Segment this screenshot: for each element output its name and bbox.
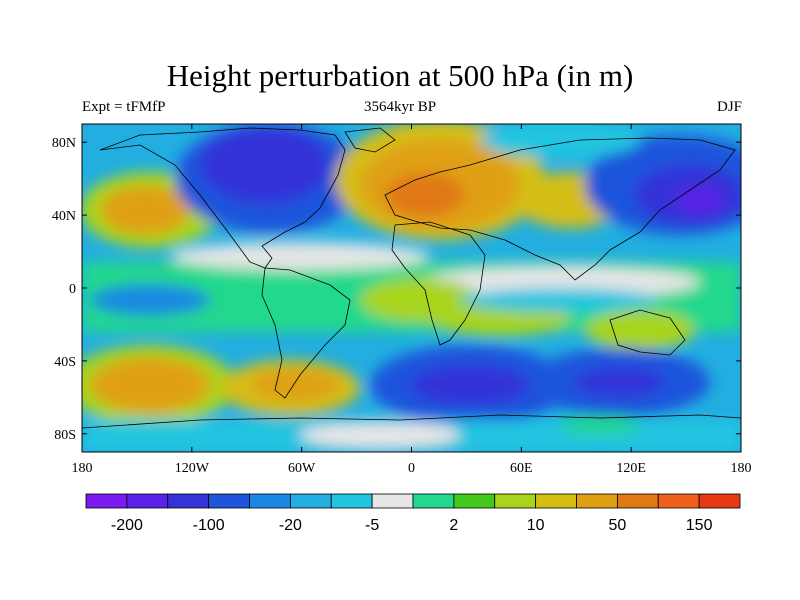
colorbar-label: 10 xyxy=(527,517,545,534)
colorbar-label: -20 xyxy=(279,517,302,534)
colorbar-swatch xyxy=(494,493,537,509)
experiment-label: Expt = tFMfP xyxy=(82,99,166,115)
colorbar-swatch xyxy=(657,493,700,509)
coastlines xyxy=(82,127,741,429)
colorbar-swatch xyxy=(167,493,210,509)
colorbar-swatch xyxy=(289,493,332,509)
lon-tick-label: 120W xyxy=(175,461,210,476)
lon-tick-label: 0 xyxy=(408,461,415,476)
colorbar-swatch xyxy=(412,493,455,509)
plot-title: Height perturbation at 500 hPa (in m) xyxy=(166,58,634,93)
colorbar-swatch xyxy=(616,493,659,509)
lat-tick-label: 0 xyxy=(69,282,76,297)
colorbar: -200 -100 -20 -5 2 10 50 150 xyxy=(85,493,741,534)
time-label: 3564kyr BP xyxy=(363,99,437,115)
lon-tick-label: 60E xyxy=(510,461,533,476)
colorbar-swatch xyxy=(535,493,577,509)
axis-ticks: 80N 40N 0 40S 80S 180 120W 60W 0 60E 120E 180 xyxy=(52,124,752,476)
colorbar-swatch xyxy=(371,493,414,509)
colorbar-swatch xyxy=(698,493,741,509)
lon-tick-label: 120E xyxy=(616,461,646,476)
colorbar-label: -100 xyxy=(193,517,225,534)
lon-tick-label: 60W xyxy=(288,461,316,476)
colorbar-swatch xyxy=(126,493,169,509)
colorbar-swatch xyxy=(208,493,250,509)
colorbar-swatch xyxy=(453,493,496,509)
lon-tick-label: 180 xyxy=(731,461,752,476)
height-perturbation-field xyxy=(82,124,741,452)
colorbar-label: 150 xyxy=(686,517,713,534)
colorbar-label: -200 xyxy=(111,517,143,534)
colorbar-label: 50 xyxy=(608,517,626,534)
lat-tick-label: 40N xyxy=(52,209,76,224)
season-label: DJF xyxy=(716,99,742,115)
colorbar-label: -5 xyxy=(365,517,379,534)
lat-tick-label: 80N xyxy=(52,136,76,151)
colorbar-label: 2 xyxy=(449,517,458,534)
lon-tick-label: 180 xyxy=(72,461,93,476)
colorbar-swatch xyxy=(249,493,291,509)
colorbar-swatch xyxy=(330,493,373,509)
lat-tick-label: 40S xyxy=(54,355,76,370)
colorbar-swatch xyxy=(576,493,618,509)
colorbar-swatch xyxy=(85,493,128,509)
lat-tick-label: 80S xyxy=(54,428,76,443)
